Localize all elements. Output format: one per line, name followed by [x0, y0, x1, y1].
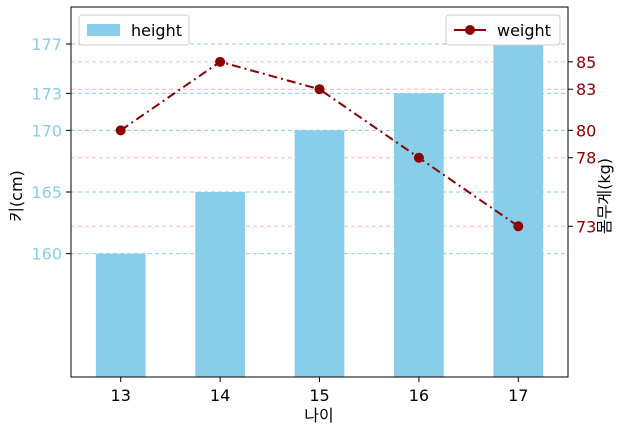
x-tick-label: 14 [210, 386, 230, 405]
weight-point [314, 84, 325, 95]
weight-point [215, 56, 226, 67]
right-y-tick-label: 73 [576, 217, 596, 236]
legend-height-swatch [87, 24, 120, 36]
weight-point [513, 221, 524, 232]
right-y-tick-label: 80 [576, 121, 596, 140]
x-axis-title: 나이 [304, 406, 333, 425]
right-y-tick-label: 78 [576, 149, 596, 168]
legend-height: height [78, 14, 190, 46]
legend-weight-frame [445, 14, 561, 46]
weight-point [413, 152, 424, 163]
height-bar [394, 93, 444, 377]
legend-weight: weight [445, 14, 561, 46]
left-y-axis-title: 키(cm) [7, 170, 26, 222]
x-tick-label: 13 [111, 386, 131, 405]
left-y-tick-label: 177 [31, 35, 62, 54]
left-y-tick-label: 173 [31, 84, 62, 103]
height-bar [195, 192, 245, 377]
legend-height-label: height [131, 21, 182, 40]
bars-layer [95, 44, 544, 377]
height-bar [493, 44, 544, 377]
left-y-tick-label: 160 [31, 245, 62, 264]
left-y-tick-label: 170 [31, 121, 62, 140]
legend-height-frame [78, 14, 190, 46]
right-y-tick-label: 83 [576, 80, 596, 99]
legend-weight-label: weight [497, 21, 551, 40]
legend-weight-marker [465, 25, 475, 35]
height-bar [294, 130, 345, 377]
left-y-tick-label: 165 [31, 183, 62, 202]
height-bar [95, 253, 146, 377]
right-y-tick-label: 85 [576, 53, 596, 72]
axes-layer: 13 14 15 16 17 160 165 170 173 177 73 78 80 83 85 [31, 35, 596, 405]
x-tick-label: 17 [508, 386, 528, 405]
x-tick-label: 15 [309, 386, 329, 405]
weight-point [115, 125, 126, 136]
x-tick-label: 16 [409, 386, 429, 405]
weight-line-layer [115, 56, 524, 232]
right-y-axis-title: 몸무게(kg) [595, 158, 614, 234]
